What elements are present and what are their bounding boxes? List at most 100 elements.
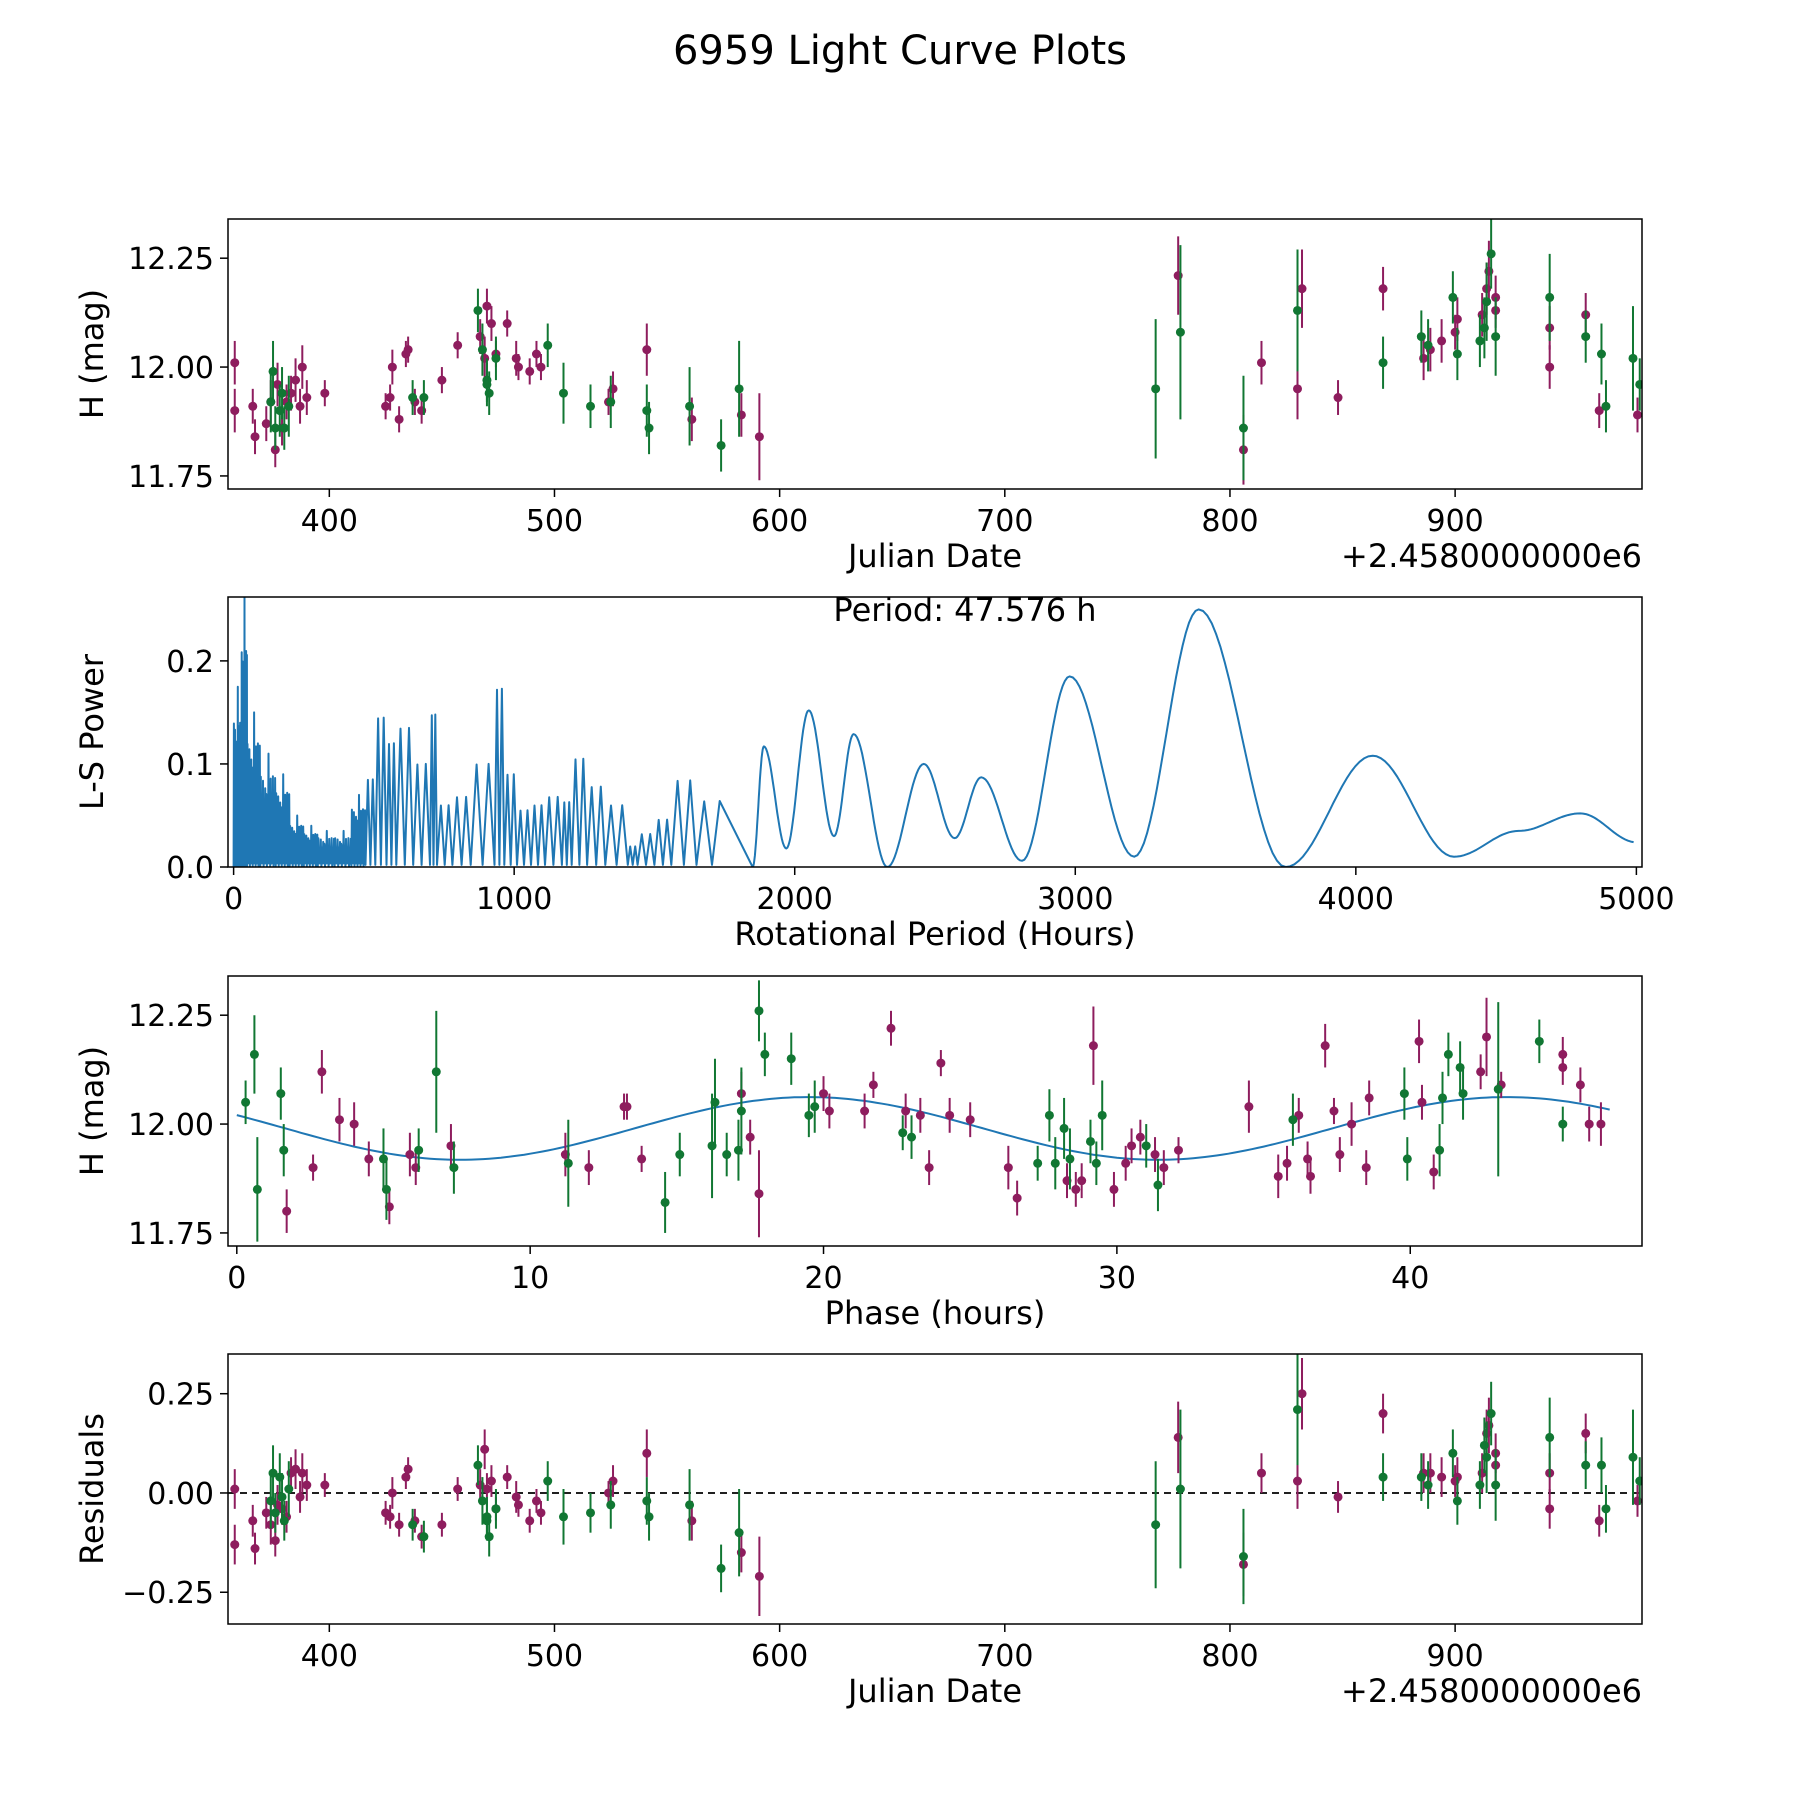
- data-point: [716, 1563, 726, 1573]
- data-point: [473, 305, 483, 315]
- x-tick-label: 40: [1391, 1261, 1429, 1296]
- panel-residuals: 400 500 600 700 800 900 −0.25 0.00 0.25 Julian Da…: [73, 1353, 1643, 1710]
- data-point: [606, 397, 616, 407]
- data-point: [1416, 332, 1426, 342]
- data-point: [302, 1480, 312, 1490]
- data-point: [1635, 1476, 1642, 1486]
- data-point: [1443, 1049, 1453, 1059]
- data-point: [754, 1189, 764, 1199]
- data-point: [1448, 1448, 1458, 1458]
- data-point: [403, 1464, 413, 1474]
- data-point: [1293, 384, 1303, 394]
- data-point: [261, 419, 271, 429]
- data-point: [1135, 1132, 1145, 1142]
- data-point: [302, 393, 312, 403]
- x-tick-label: 800: [1201, 1639, 1258, 1674]
- data-point: [1534, 1036, 1544, 1046]
- data-point: [1121, 1158, 1131, 1168]
- data-point: [491, 1504, 501, 1514]
- data-point: [295, 401, 305, 411]
- data-point: [1065, 1154, 1075, 1164]
- data-point: [898, 1128, 908, 1138]
- data-point: [477, 345, 487, 355]
- y-tick-label: 11.75: [128, 1217, 214, 1252]
- data-point: [230, 1484, 240, 1494]
- data-point: [1282, 1158, 1292, 1168]
- y-tick-label: 12.25: [128, 242, 214, 277]
- data-point: [250, 432, 260, 442]
- y-tick-label: 11.75: [128, 460, 214, 495]
- data-point: [1273, 1171, 1283, 1181]
- data-point: [1127, 1141, 1137, 1151]
- plot-area: [236, 980, 1610, 1242]
- x-tick-label: 0: [227, 1261, 246, 1296]
- data-point: [1475, 1480, 1485, 1490]
- data-point: [1329, 1106, 1339, 1116]
- data-point: [453, 1484, 463, 1494]
- data-point: [317, 1067, 327, 1077]
- x-tick-label: 600: [751, 1639, 808, 1674]
- data-point: [1151, 1520, 1161, 1530]
- data-point: [261, 1508, 271, 1518]
- x-tick-label: 4000: [1318, 882, 1394, 917]
- data-point: [414, 1145, 424, 1155]
- data-point: [477, 1496, 487, 1506]
- data-point: [408, 1520, 418, 1530]
- data-point: [1486, 249, 1496, 259]
- data-point: [1361, 1163, 1371, 1173]
- data-point: [484, 1532, 494, 1542]
- x-axis-label: Julian Date: [846, 537, 1022, 575]
- data-point: [637, 1154, 647, 1164]
- y-tick-label: 12.00: [128, 1108, 214, 1143]
- data-point: [482, 301, 492, 311]
- data-point: [1437, 336, 1447, 346]
- data-point: [810, 1102, 820, 1112]
- data-point: [1150, 1150, 1160, 1160]
- data-point: [482, 1484, 492, 1494]
- data-point: [308, 1163, 318, 1173]
- data-point: [543, 1476, 553, 1486]
- data-point: [513, 1500, 523, 1510]
- data-point: [230, 406, 240, 416]
- data-point: [403, 345, 413, 355]
- data-point: [1085, 1136, 1095, 1146]
- x-tick-label: 30: [1098, 1261, 1136, 1296]
- data-point: [279, 1145, 289, 1155]
- data-point: [824, 1106, 834, 1116]
- data-point: [473, 1460, 483, 1470]
- data-point: [786, 1054, 796, 1064]
- data-point: [1545, 292, 1555, 302]
- data-point: [1238, 1552, 1248, 1561]
- data-point: [622, 1102, 632, 1112]
- series-band-A: [230, 236, 1642, 485]
- series-band-B: [266, 1354, 1642, 1605]
- data-point: [1632, 410, 1642, 420]
- data-point: [1378, 1472, 1388, 1482]
- data-point: [1558, 1062, 1568, 1072]
- data-point: [431, 1067, 441, 1077]
- y-tick-label: 0.00: [147, 1477, 214, 1512]
- data-point: [1293, 305, 1303, 315]
- data-point: [1297, 284, 1307, 294]
- data-point: [1175, 327, 1185, 337]
- axes-frame: [227, 218, 1643, 490]
- data-point: [563, 1158, 573, 1168]
- x-tick-label: 0: [224, 882, 243, 917]
- x-axis-label: Phase (hours): [825, 1294, 1046, 1332]
- data-point: [907, 1132, 917, 1142]
- panel-phased: 0 10 20 30 40 11.75 12.00 12.25 Phase (hours) H (…: [73, 975, 1643, 1332]
- data-point: [1416, 1472, 1426, 1482]
- data-point: [716, 440, 726, 450]
- data-point: [248, 401, 258, 411]
- data-point: [1003, 1163, 1013, 1173]
- data-point: [1050, 1158, 1060, 1168]
- data-point: [484, 388, 494, 398]
- data-point: [349, 1119, 359, 1129]
- data-point: [1594, 1516, 1604, 1526]
- data-point: [1071, 1184, 1081, 1194]
- data-point: [1581, 1460, 1591, 1470]
- data-point: [965, 1115, 975, 1125]
- data-point: [886, 1023, 896, 1033]
- data-point: [1596, 349, 1606, 359]
